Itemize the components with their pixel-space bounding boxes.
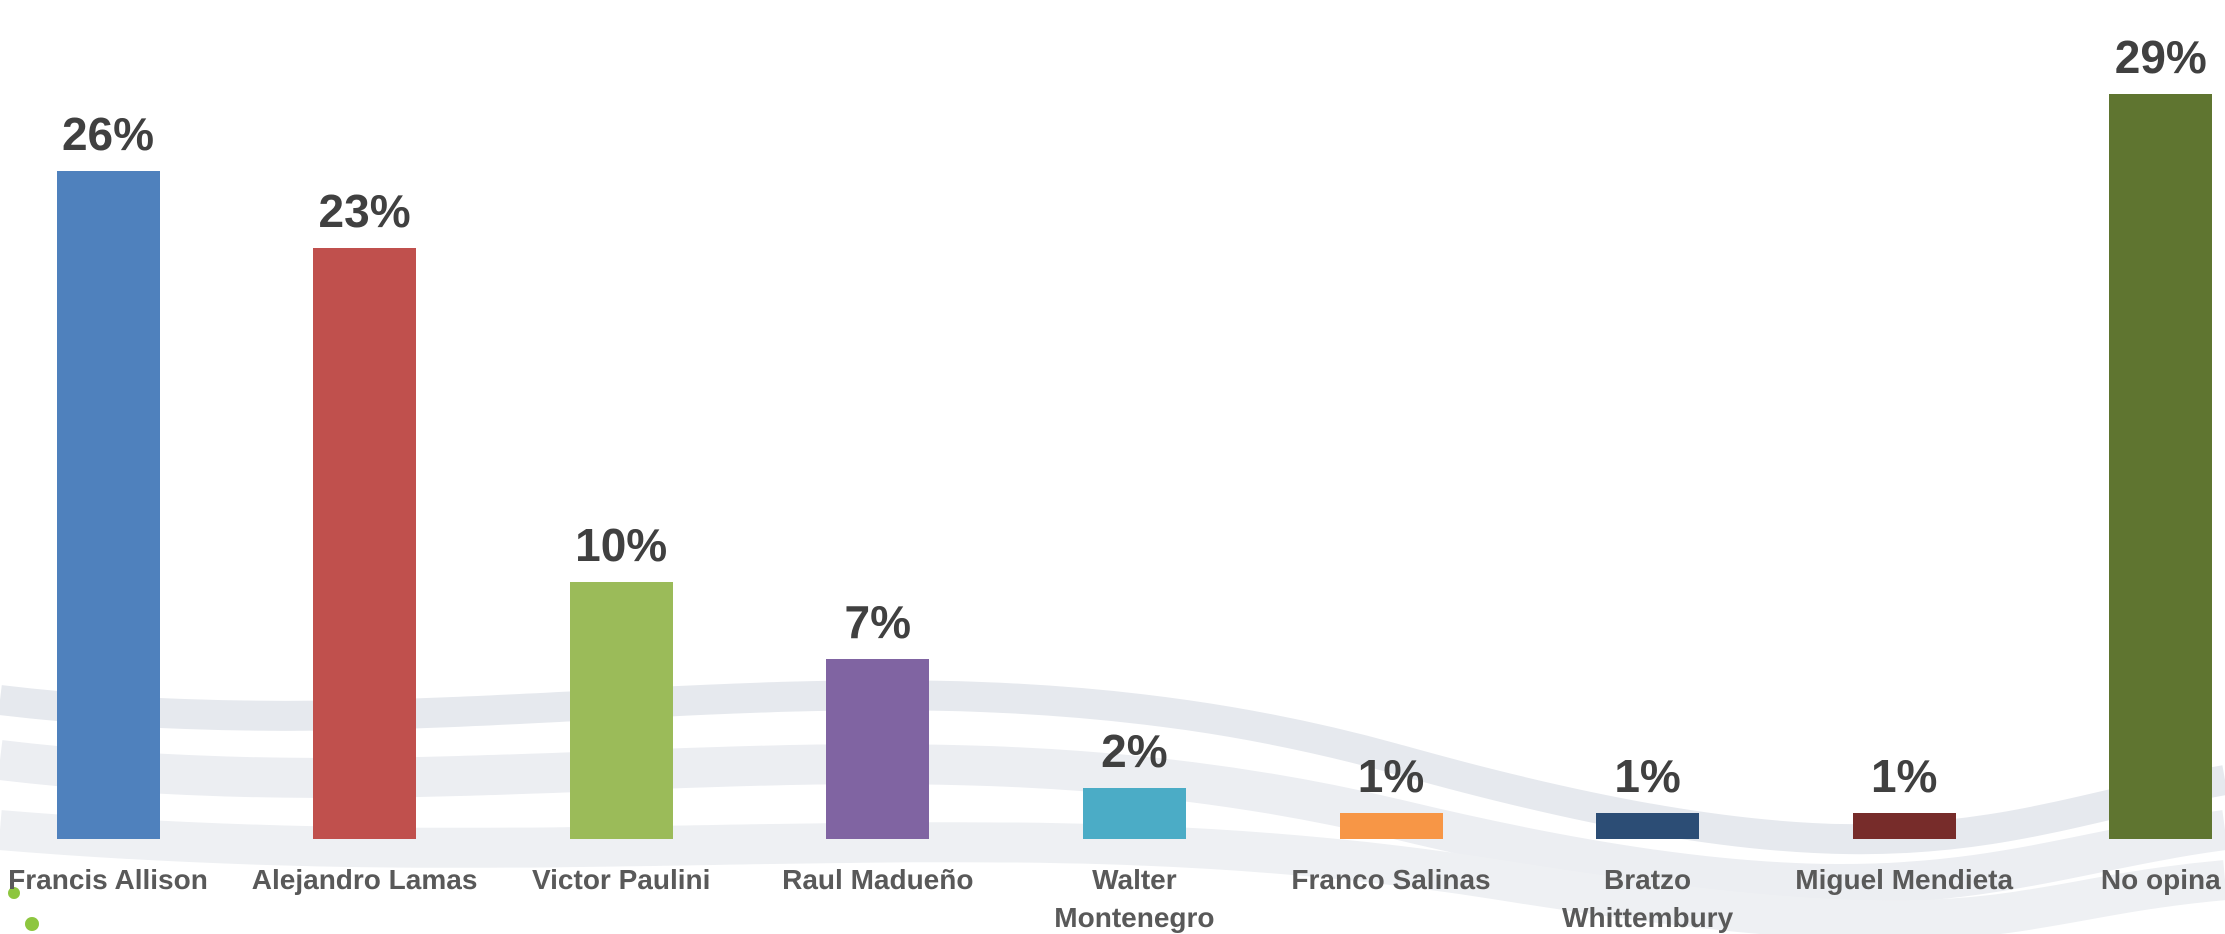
x-tick-label: Raul Madueño (782, 864, 974, 895)
value-label: 29% (2114, 30, 2207, 83)
bar (826, 659, 930, 839)
bar (569, 582, 673, 839)
value-label: 1% (1870, 750, 1938, 803)
value-label: 7% (844, 596, 912, 649)
x-tick-label: No opina (2100, 864, 2221, 895)
x-tick-label: Bratzo Whittembury (1562, 864, 1734, 933)
value-label: 1% (1614, 750, 1681, 803)
bar (1082, 787, 1186, 839)
x-tick-label: Alejandro Lamas (251, 864, 478, 895)
value-label: 10% (575, 519, 668, 571)
bar (1596, 813, 1700, 839)
x-tick-label: Francis Allison (8, 864, 208, 895)
dot (25, 917, 39, 931)
x-tick-label: Franco Salinas (1291, 864, 1491, 895)
bar (313, 247, 417, 839)
wave (0, 810, 2225, 934)
bar (2109, 93, 2213, 839)
bar (56, 170, 160, 839)
dot (8, 887, 20, 899)
x-tick-label: Walter Montenegro (1054, 864, 1215, 933)
bar (1852, 813, 1956, 839)
x-tick-label: Miguel Mendieta (1795, 864, 2014, 895)
value-label: 23% (318, 184, 411, 237)
value-label: 1% (1357, 750, 1425, 803)
x-tick-label: Victor Paulini (531, 864, 711, 895)
value-label: 2% (1101, 724, 1168, 777)
value-label: 26% (61, 107, 155, 160)
bar (1339, 813, 1443, 839)
